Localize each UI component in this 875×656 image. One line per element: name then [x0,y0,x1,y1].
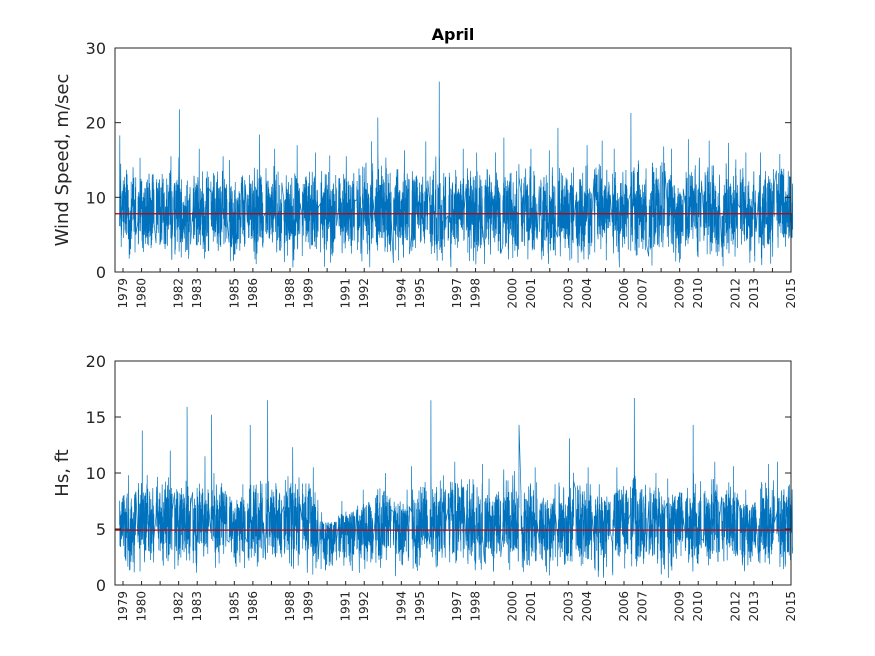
wind-speed-x-tick-label: 2015 [784,278,798,309]
hs-x-tick-label: 1985 [227,591,241,622]
wind-speed-x-tick-label: 1994 [394,278,408,309]
wind-speed-x-ticks: 1979 1980 1982 1983 1985 1986 1988 1989 1991 1992… [116,268,798,309]
wind-speed-series [119,81,794,268]
wind-speed-x-tick-label: 2010 [691,278,705,309]
hs-x-tick-label: 1986 [246,591,260,622]
hs-y-tick-label: 10 [86,464,106,483]
hs-x-tick-label: 1991 [339,591,353,622]
hs-x-tick-label: 1997 [450,591,464,622]
wave-height-panel: Hs, ft 0 5 10 15 20 1979 1980 1982 1983 1985 1986… [52,352,798,622]
hs-x-tick-label: 2015 [784,591,798,622]
wind-speed-x-tick-label: 1988 [283,278,297,309]
hs-x-ticks: 1979 1980 1982 1983 1985 1986 1988 1989 1991 1992… [116,581,798,622]
wind-speed-x-tick-label: 2007 [636,278,650,309]
wind-speed-x-tick-label: 1986 [246,278,260,309]
hs-y-tick-label: 0 [96,576,106,595]
wind-speed-x-tick-label: 1997 [450,278,464,309]
hs-x-tick-label: 2004 [580,591,594,622]
hs-x-tick-label: 2009 [673,591,687,622]
hs-x-tick-label: 1989 [302,591,316,622]
wind-speed-x-tick-label: 1998 [469,278,483,309]
wind-speed-x-tick-label: 1979 [116,278,130,309]
wind-speed-x-tick-label: 2000 [506,278,520,309]
wind-speed-x-tick-label: 1989 [302,278,316,309]
wind-speed-x-tick-label: 1980 [135,278,149,309]
wind-speed-x-tick-label: 2006 [617,278,631,309]
chart-title: April [432,25,475,44]
wind-speed-x-tick-label: 2004 [580,278,594,309]
wind-speed-x-tick-label: 1982 [172,278,186,309]
wind-speed-x-tick-label: 1992 [357,278,371,309]
wind-speed-x-tick-label: 2003 [561,278,575,309]
hs-y-ticks: 0 5 10 15 20 [86,352,791,595]
hs-y-tick-label: 15 [86,408,106,427]
wind-speed-y-tick-label: 30 [86,39,106,58]
hs-y-tick-label: 20 [86,352,106,371]
hs-x-tick-label: 1988 [283,591,297,622]
hs-x-tick-label: 1995 [413,591,427,622]
hs-x-tick-label: 2013 [747,591,761,622]
wind-speed-panel: April Wind Speed, m/sec 0 10 20 30 1979 1980… [52,25,798,309]
hs-x-tick-label: 2001 [524,591,538,622]
hs-series [119,397,794,578]
hs-x-tick-label: 2007 [636,591,650,622]
wind-speed-x-tick-label: 1983 [190,278,204,309]
hs-x-tick-label: 1994 [394,591,408,622]
hs-x-tick-label: 1982 [172,591,186,622]
hs-x-tick-label: 1983 [190,591,204,622]
wind-speed-x-tick-label: 1991 [339,278,353,309]
hs-axis-label: Hs, ft [52,449,73,496]
wind-speed-plot-frame [114,47,792,273]
hs-y-tick-label: 5 [96,520,106,539]
hs-x-tick-label: 2010 [691,591,705,622]
hs-x-tick-label: 1980 [135,591,149,622]
hs-x-tick-label: 2000 [506,591,520,622]
hs-x-tick-label: 2003 [561,591,575,622]
wind-speed-x-tick-label: 2009 [673,278,687,309]
wind-speed-x-tick-label: 2001 [524,278,538,309]
wind-speed-y-ticks: 0 10 20 30 [86,39,791,282]
hs-x-tick-label: 2012 [728,591,742,622]
wind-speed-x-tick-label: 1995 [413,278,427,309]
hs-x-tick-label: 1998 [469,591,483,622]
wind-speed-x-tick-label: 2013 [747,278,761,309]
wind-speed-y-tick-label: 10 [86,188,106,207]
wind-speed-axis-label: Wind Speed, m/sec [52,74,73,247]
wind-speed-series-line [119,81,794,268]
wind-speed-y-tick-label: 0 [96,263,106,282]
hs-x-tick-label: 1992 [357,591,371,622]
wind-speed-x-tick-label: 1985 [227,278,241,309]
hs-x-tick-label: 2006 [617,591,631,622]
wind-speed-y-tick-label: 20 [86,114,106,133]
hs-series-line [119,397,794,578]
wind-speed-x-tick-label: 2012 [728,278,742,309]
hs-x-tick-label: 1979 [116,591,130,622]
